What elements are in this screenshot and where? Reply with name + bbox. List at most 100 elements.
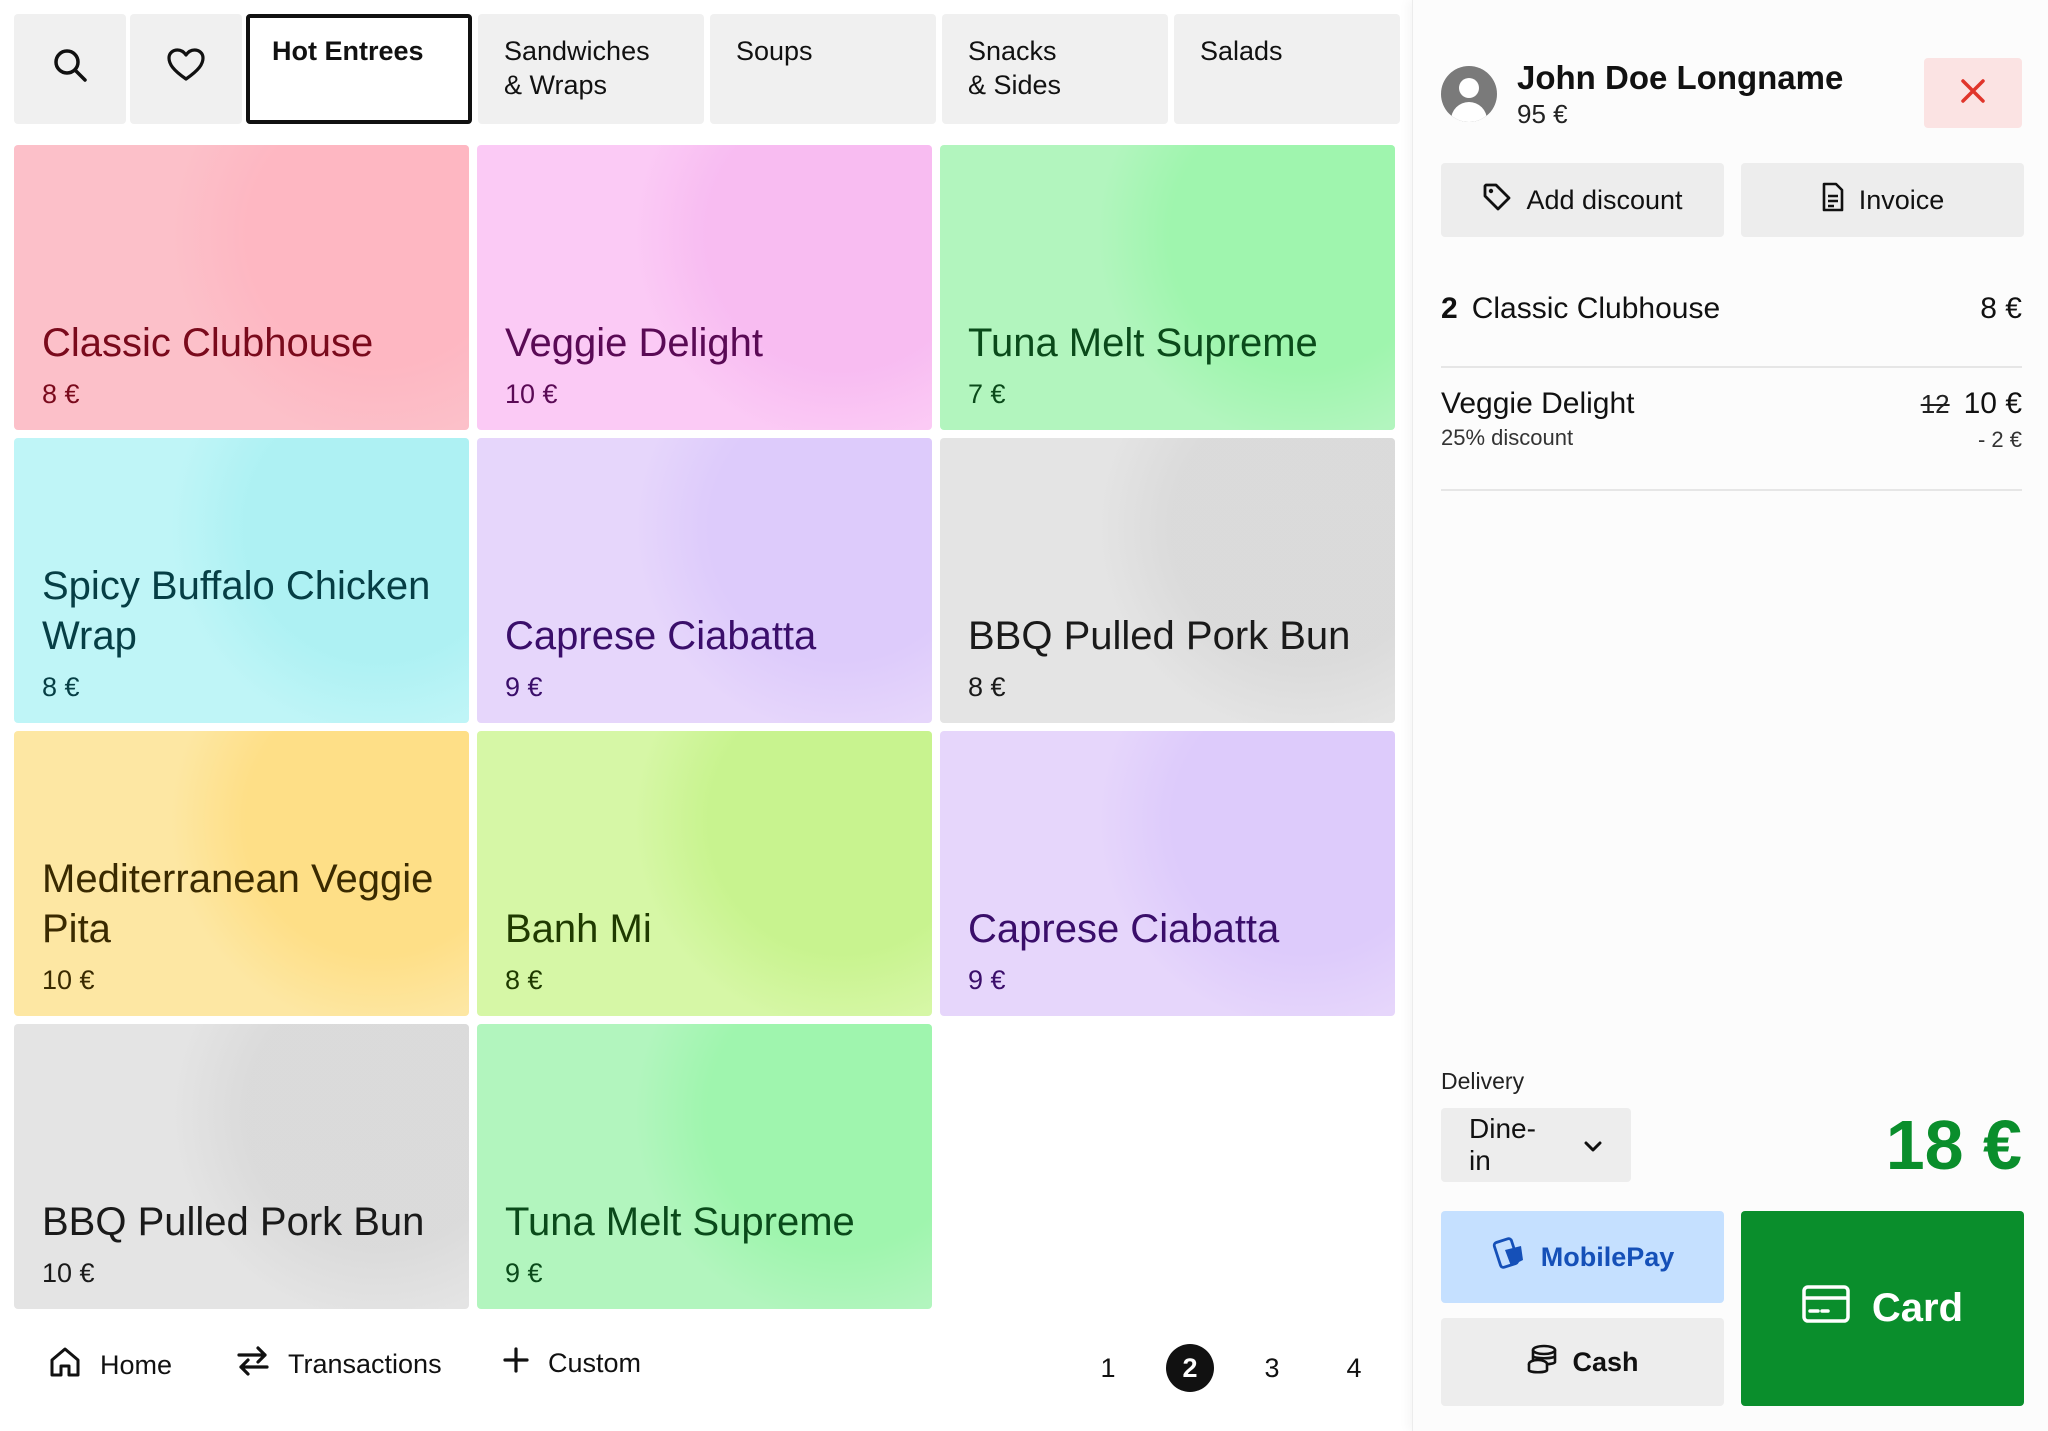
product-price: 7 € bbox=[968, 379, 1006, 409]
chevron-down-icon bbox=[1583, 1129, 1603, 1161]
home-icon bbox=[48, 1346, 82, 1385]
bottom-bar: Home Transactions Custom 1 2 3 4 bbox=[14, 1330, 1398, 1410]
tab-label: Soups bbox=[736, 36, 813, 66]
product-tile[interactable]: Veggie Delight 10 € bbox=[477, 145, 932, 430]
product-price: 10 € bbox=[505, 379, 558, 409]
product-name: Classic Clubhouse bbox=[42, 321, 374, 365]
tile-glow bbox=[632, 731, 932, 1016]
tab-hot-entrees[interactable]: Hot Entrees bbox=[246, 14, 472, 124]
pagination: 1 2 3 4 bbox=[1084, 1344, 1378, 1392]
product-name: Tuna Melt Supreme bbox=[505, 1200, 855, 1244]
product-price: 9 € bbox=[505, 1258, 543, 1288]
custom-button[interactable]: Custom bbox=[502, 1346, 641, 1381]
product-price: 9 € bbox=[968, 965, 1006, 995]
product-price: 10 € bbox=[42, 965, 95, 995]
tile-glow bbox=[632, 145, 932, 430]
home-button[interactable]: Home bbox=[48, 1346, 172, 1385]
product-price: 8 € bbox=[42, 672, 80, 702]
invoice-label: Invoice bbox=[1858, 184, 1945, 215]
customer-info[interactable]: John Doe Longname 95 € bbox=[1441, 58, 1843, 130]
product-name: Spicy Buffalo Chicken Wrap bbox=[42, 564, 431, 658]
order-line-price: 10 € bbox=[1963, 387, 2022, 420]
home-label: Home bbox=[100, 1350, 173, 1380]
order-line-discount-amount: - 2 € bbox=[1977, 427, 2022, 452]
tile-glow bbox=[1095, 731, 1395, 1016]
page-button[interactable]: 1 bbox=[1100, 1352, 1116, 1383]
product-name: Tuna Melt Supreme bbox=[968, 321, 1318, 365]
product-name: Caprese Ciabatta bbox=[968, 907, 1280, 951]
product-tile[interactable]: Tuna Melt Supreme 9 € bbox=[477, 1024, 932, 1309]
product-area: Hot Entrees Sandwiches & Wraps Soups Sna… bbox=[14, 14, 1400, 1410]
invoice-button[interactable]: Invoice bbox=[1741, 163, 2024, 237]
product-name: Banh Mi bbox=[505, 907, 652, 951]
order-line-name: Veggie Delight bbox=[1441, 387, 1635, 420]
tab-label: Sandwiches & Wraps bbox=[504, 36, 650, 100]
product-tile[interactable]: BBQ Pulled Pork Bun 10 € bbox=[14, 1024, 469, 1309]
tag-icon bbox=[1482, 182, 1512, 219]
tab-salads[interactable]: Salads bbox=[1174, 14, 1400, 124]
order-line-qty: 2 bbox=[1441, 292, 1458, 325]
product-tile[interactable]: BBQ Pulled Pork Bun 8 € bbox=[940, 438, 1395, 723]
tab-soups[interactable]: Soups bbox=[710, 14, 936, 124]
order-line-discount-label: 25% discount bbox=[1441, 425, 1574, 450]
add-discount-button[interactable]: Add discount bbox=[1441, 163, 1724, 237]
product-price: 10 € bbox=[42, 1258, 95, 1288]
product-tile[interactable]: Caprese Ciabatta 9 € bbox=[940, 731, 1395, 1016]
cash-button[interactable]: Cash bbox=[1441, 1318, 1724, 1406]
delivery-select[interactable]: Dine-in bbox=[1441, 1108, 1631, 1182]
delivery-label: Delivery bbox=[1441, 1068, 1525, 1094]
product-tile[interactable]: Classic Clubhouse 8 € bbox=[14, 145, 469, 430]
favorites-tab[interactable] bbox=[130, 14, 242, 124]
tab-label: Hot Entrees bbox=[272, 36, 424, 66]
swap-arrows-icon bbox=[236, 1346, 270, 1383]
credit-card-icon bbox=[1802, 1284, 1850, 1333]
search-icon bbox=[50, 45, 90, 93]
tile-glow bbox=[169, 145, 469, 430]
product-price: 9 € bbox=[505, 672, 543, 702]
document-icon bbox=[1821, 182, 1845, 219]
tile-glow bbox=[632, 438, 932, 723]
tab-sandwiches-wraps[interactable]: Sandwiches & Wraps bbox=[478, 14, 704, 124]
product-tile[interactable]: Caprese Ciabatta 9 € bbox=[477, 438, 932, 723]
tab-snacks-sides[interactable]: Snacks & Sides bbox=[942, 14, 1168, 124]
order-line[interactable]: 2 Classic Clubhouse 8 € bbox=[1441, 290, 2022, 368]
delivery-value: Dine-in bbox=[1469, 1113, 1536, 1176]
heart-icon bbox=[167, 48, 205, 90]
product-name: Mediterranean Veggie Pita bbox=[42, 857, 434, 951]
tile-glow bbox=[1095, 145, 1395, 430]
product-tile[interactable]: Banh Mi 8 € bbox=[477, 731, 932, 1016]
mobilepay-button[interactable]: MobilePay bbox=[1441, 1211, 1724, 1303]
tile-glow bbox=[632, 1024, 932, 1309]
add-discount-label: Add discount bbox=[1526, 184, 1683, 215]
order-panel: John Doe Longname 95 € Add discount Invo… bbox=[1412, 0, 2048, 1431]
remove-customer-button[interactable] bbox=[1924, 58, 2022, 128]
order-total: 18 € bbox=[1885, 1106, 2022, 1184]
product-name: BBQ Pulled Pork Bun bbox=[968, 614, 1351, 658]
custom-label: Custom bbox=[548, 1348, 642, 1378]
customer-name: John Doe Longname bbox=[1517, 59, 1844, 96]
product-price: 8 € bbox=[42, 379, 80, 409]
product-price: 8 € bbox=[968, 672, 1006, 702]
order-line-name: Classic Clubhouse bbox=[1471, 292, 1721, 325]
product-tile[interactable]: Tuna Melt Supreme 7 € bbox=[940, 145, 1395, 430]
product-price: 8 € bbox=[505, 965, 543, 995]
customer-balance: 95 € bbox=[1517, 99, 1568, 129]
order-line-price: 8 € bbox=[1980, 292, 2022, 325]
mobilepay-icon bbox=[1491, 1236, 1527, 1279]
product-tile[interactable]: Spicy Buffalo Chicken Wrap 8 € bbox=[14, 438, 469, 723]
category-tabs: Hot Entrees Sandwiches & Wraps Soups Sna… bbox=[14, 14, 1400, 124]
order-line-old-price: 12 bbox=[1920, 389, 1950, 419]
coins-icon bbox=[1526, 1344, 1558, 1381]
search-tab[interactable] bbox=[14, 14, 126, 124]
page-button-current[interactable]: 2 bbox=[1166, 1344, 1214, 1392]
tab-label: Snacks & Sides bbox=[968, 36, 1062, 100]
card-payment-button[interactable]: Card bbox=[1741, 1211, 2024, 1406]
product-tile[interactable]: Mediterranean Veggie Pita 10 € bbox=[14, 731, 469, 1016]
tile-glow bbox=[1095, 438, 1395, 723]
transactions-button[interactable]: Transactions bbox=[236, 1346, 442, 1383]
tab-label: Salads bbox=[1200, 36, 1283, 66]
tile-glow bbox=[169, 1024, 469, 1309]
page-button[interactable]: 4 bbox=[1346, 1352, 1362, 1383]
order-line[interactable]: Veggie Delight 25% discount 12 10 € - 2 € bbox=[1441, 385, 2022, 491]
page-button[interactable]: 3 bbox=[1264, 1352, 1280, 1383]
